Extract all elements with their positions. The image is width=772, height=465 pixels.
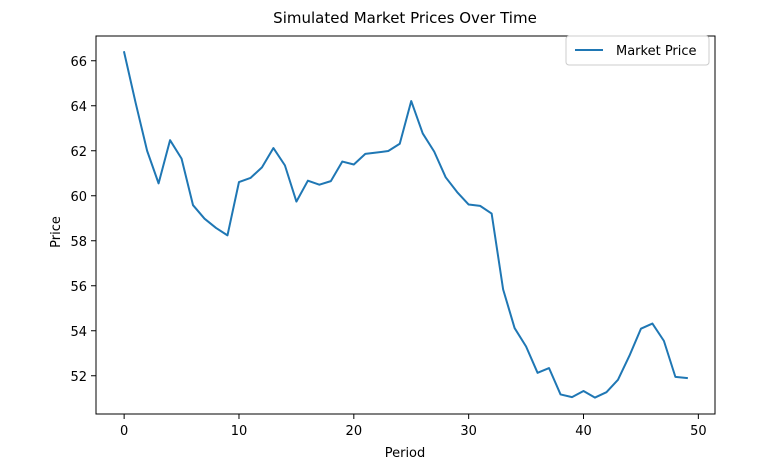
y-tick-label: 52 — [70, 370, 87, 385]
plot-frame — [95, 35, 716, 415]
y-tick-label: 58 — [70, 235, 87, 250]
plot-area — [95, 35, 716, 415]
legend-box — [565, 35, 710, 66]
x-axis: 0 10 20 30 40 50 — [120, 414, 707, 439]
y-tick-label: 64 — [70, 100, 87, 115]
y-tick-label: 56 — [70, 280, 87, 295]
x-tick-label: 10 — [231, 424, 248, 439]
series-line-market-price — [122, 51, 688, 399]
y-tick-label: 60 — [70, 190, 87, 205]
x-tick-label: 40 — [575, 424, 592, 439]
y-axis: 52 54 56 58 60 62 64 66 — [70, 55, 96, 385]
y-tick-label: 54 — [70, 325, 87, 340]
legend-label: Market Price — [616, 44, 697, 59]
y-tick-label: 66 — [70, 55, 87, 70]
x-tick-label: 20 — [346, 424, 363, 439]
x-axis-label: Period — [385, 446, 426, 461]
x-tick-label: 0 — [120, 424, 128, 439]
y-tick-label: 62 — [70, 145, 87, 160]
chart-title: Simulated Market Prices Over Time — [273, 9, 537, 27]
legend: Market Price — [565, 35, 710, 66]
series-layer — [122, 51, 688, 399]
x-tick-label: 30 — [460, 424, 477, 439]
y-axis-label: Price — [49, 216, 64, 248]
x-tick-label: 50 — [690, 424, 707, 439]
